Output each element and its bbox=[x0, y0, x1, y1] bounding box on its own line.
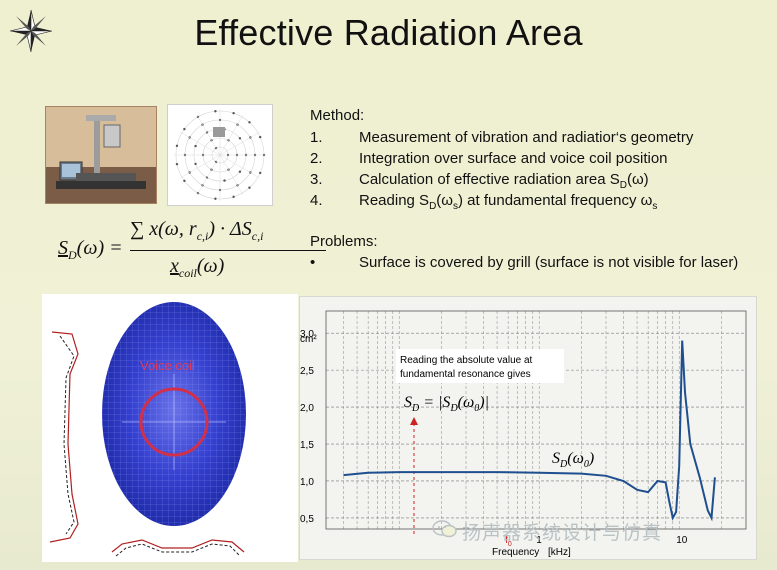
method-section: Method: 1. Measurement of vibration and r… bbox=[310, 105, 694, 212]
radiation-area-chart: cm² 3,0 2,5 2,0 1,5 1,0 0,5 f0 1 10 Frequency [… bbox=[299, 296, 757, 560]
resonance-equation: SD = |SD(ω0)| bbox=[404, 394, 489, 414]
note-line-2: fundamental resonance gives bbox=[400, 369, 531, 380]
y-tick-label: 0,5 bbox=[300, 514, 314, 525]
y-tick-label: 1,0 bbox=[300, 477, 314, 488]
radiation-area-formula: SD(ω) = ∑ x(ω, rc,i) · ΔSc,i xcoil(ω) bbox=[58, 218, 326, 280]
resonance-marker-arrow bbox=[410, 417, 418, 425]
compass-icon bbox=[9, 9, 53, 53]
problems-section: Problems: • Surface is covered by grill (… bbox=[310, 231, 739, 273]
y-tick-label: 1,5 bbox=[300, 440, 314, 451]
watermark-text: 扬声器系统设计与仿真 bbox=[462, 523, 663, 544]
wechat-icon bbox=[432, 520, 457, 538]
problems-item: • Surface is covered by grill (surface is… bbox=[310, 254, 739, 271]
method-item: 2. Integration over surface and voice coi… bbox=[310, 150, 668, 167]
y-tick-label: 2,5 bbox=[300, 366, 314, 377]
y-unit-label: cm² bbox=[300, 334, 317, 345]
watermark: 扬声器系统设计与仿真 bbox=[432, 518, 663, 545]
voice-coil-label: Voice coil bbox=[140, 358, 195, 373]
measurement-setup-photo bbox=[45, 106, 157, 204]
y-tick-label: 3,0 bbox=[300, 329, 314, 340]
slide-title: Effective Radiation Area bbox=[194, 12, 583, 53]
method-item: 4. Reading SD(ωs) at fundamental frequen… bbox=[310, 192, 658, 212]
formula-denominator: xcoil(ω) bbox=[170, 255, 225, 280]
method-item: 3. Calculation of effective radiation ar… bbox=[310, 171, 649, 191]
note-box bbox=[396, 349, 564, 383]
fraction-bar bbox=[130, 250, 326, 251]
plot-frame bbox=[325, 310, 747, 530]
formula-lhs: SD(ω) = bbox=[58, 237, 123, 262]
method-header: Method: bbox=[310, 107, 365, 124]
curve-label: SD(ω0) bbox=[552, 450, 594, 470]
cone-mesh-figure: Voice coil bbox=[42, 294, 298, 562]
x-axis-label: Frequency bbox=[492, 547, 539, 558]
y-tick-label: 2,0 bbox=[300, 403, 314, 414]
sd-curve bbox=[343, 340, 716, 522]
x-tick-label: f0 bbox=[505, 535, 512, 548]
x-tick-label: 10 bbox=[676, 535, 688, 546]
formula-numerator: ∑ x(ω, rc,i) · ΔSc,i bbox=[130, 218, 264, 243]
measurement-grid-image bbox=[167, 104, 273, 206]
note-line-1: Reading the absolute value at bbox=[400, 355, 533, 366]
method-item: 1. Measurement of vibration and radiatior… bbox=[310, 129, 694, 146]
x-tick-label: 1 bbox=[536, 535, 542, 546]
problems-header: Problems: bbox=[310, 233, 378, 250]
x-axis-unit: [kHz] bbox=[548, 547, 571, 558]
